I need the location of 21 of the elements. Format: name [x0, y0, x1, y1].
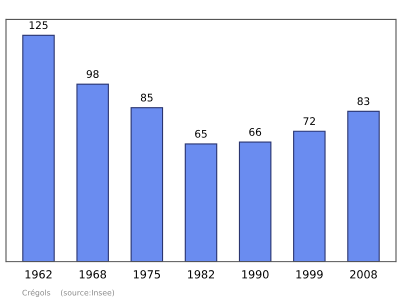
data-label: 98	[86, 70, 99, 78]
x-tick-label: 1968	[80, 270, 106, 279]
data-label: 85	[140, 94, 153, 102]
data-label: 125	[30, 21, 48, 30]
bar	[293, 130, 326, 262]
bar	[238, 142, 272, 262]
bar	[22, 34, 55, 262]
bar	[184, 143, 218, 262]
data-label: 83	[358, 97, 370, 106]
bar	[130, 107, 164, 262]
data-label: 65	[195, 130, 207, 138]
x-tick-label: 1999	[296, 270, 323, 279]
bar	[347, 110, 380, 262]
x-tick-label: 1962	[26, 270, 52, 279]
x-tick-label: 1990	[242, 270, 269, 279]
x-tick-label: 1975	[134, 270, 160, 279]
bar	[76, 84, 109, 262]
x-tick-label: 1982	[188, 270, 214, 279]
data-label: 72	[304, 117, 315, 125]
x-tick-label: 2008	[350, 270, 377, 279]
data-label: 66	[249, 128, 262, 136]
